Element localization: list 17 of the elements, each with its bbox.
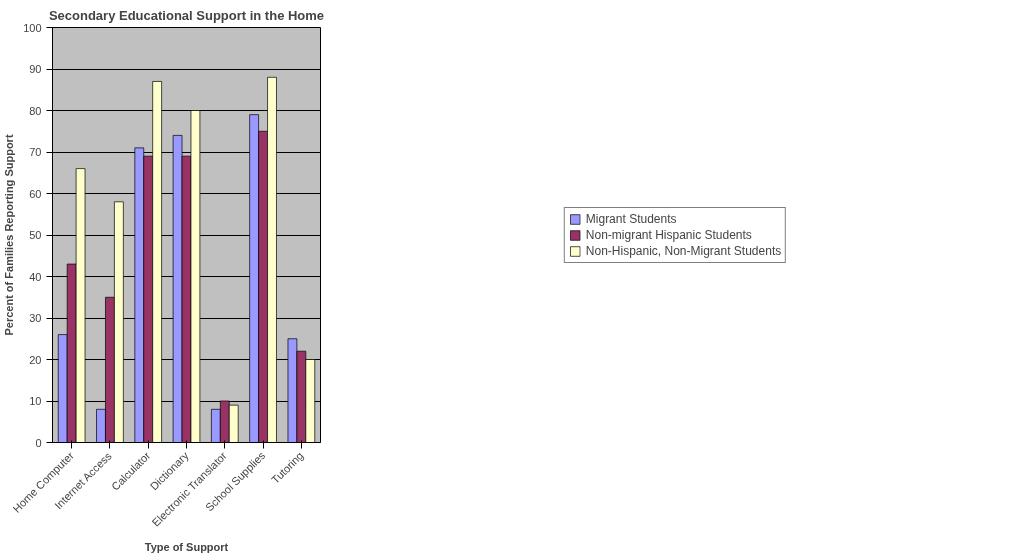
- legend-label: Migrant Students: [585, 211, 677, 226]
- y-tick-label: 100: [23, 21, 42, 34]
- y-tick-label: 40: [29, 270, 42, 283]
- y-tick-label: 50: [29, 229, 42, 241]
- y-tick-label: 10: [29, 395, 42, 407]
- legend-label: Non-migrant Hispanic Students: [585, 227, 752, 242]
- y-tick-label: 30: [29, 312, 42, 324]
- x-axis-title: Type of Support: [144, 541, 229, 554]
- y-axis-title: Percent of Families Reporting Support: [3, 134, 16, 336]
- y-tick-label: 60: [29, 187, 42, 200]
- chart-title: Secondary Educational Support in the Home: [48, 7, 325, 23]
- y-tick-label: 70: [29, 146, 42, 158]
- y-tick-label: 0: [35, 436, 42, 449]
- y-tick-label: 20: [29, 353, 42, 366]
- y-tick-label: 90: [29, 63, 42, 75]
- y-tick-label: 80: [29, 104, 42, 117]
- legend-label: Non-Hispanic, Non-Migrant Students: [585, 243, 782, 258]
